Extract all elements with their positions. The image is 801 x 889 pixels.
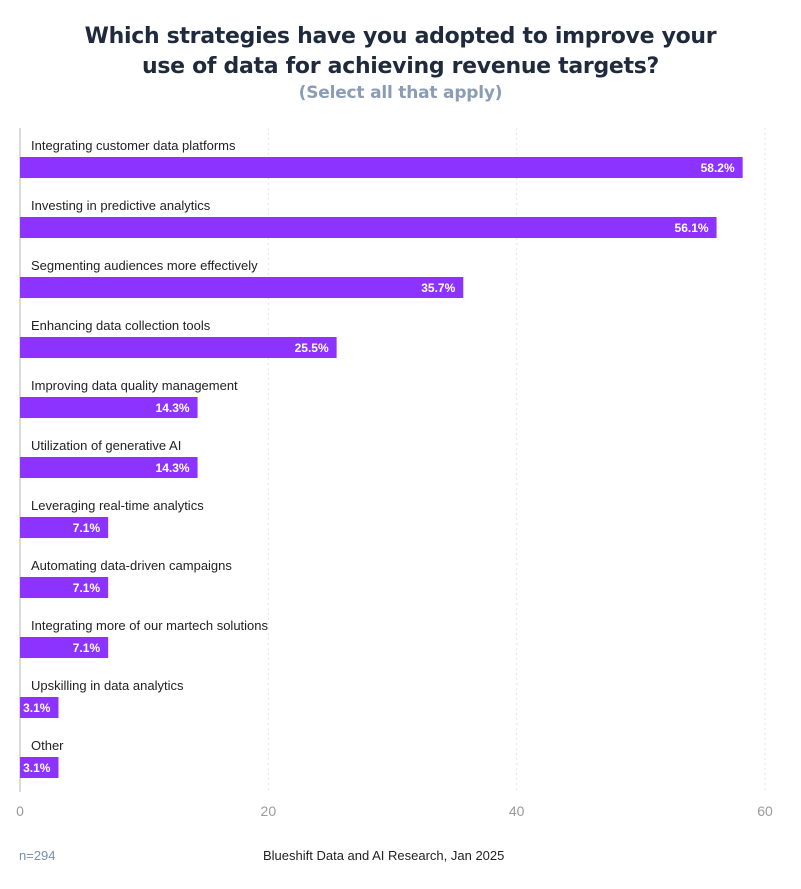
bar-row: Leveraging real-time analytics 7.1% (20, 498, 204, 538)
bar (20, 577, 109, 598)
category-label: Segmenting audiences more effectively (31, 258, 258, 273)
data-label: 7.1% (73, 521, 101, 535)
data-label: 3.1% (23, 761, 51, 775)
bar (20, 397, 198, 418)
source-note: Blueshift Data and AI Research, Jan 2025 (263, 848, 505, 863)
bar-row: Utilization of generative AI 14.3% (20, 438, 198, 478)
bars: Integrating customer data platforms 58.2%… (20, 138, 743, 778)
bar (20, 157, 743, 178)
x-tick-label: 20 (261, 803, 277, 819)
bar (20, 217, 717, 238)
category-label: Investing in predictive analytics (31, 198, 211, 213)
x-tick-label: 40 (509, 803, 525, 819)
bar (20, 337, 337, 358)
bar-row: Integrating customer data platforms 58.2% (20, 138, 743, 178)
category-label: Enhancing data collection tools (31, 318, 211, 333)
x-tick-label: 60 (757, 803, 773, 819)
x-axis-ticks: 0 20 40 60 (16, 803, 773, 819)
data-label: 3.1% (23, 701, 51, 715)
category-label: Integrating more of our martech solution… (31, 618, 269, 633)
category-label: Upskilling in data analytics (31, 678, 184, 693)
bar-row: Segmenting audiences more effectively 35.… (20, 258, 464, 298)
bar (20, 457, 198, 478)
category-label: Utilization of generative AI (31, 438, 181, 453)
category-label: Integrating customer data platforms (31, 138, 236, 153)
bar-row: Integrating more of our martech solution… (20, 618, 269, 658)
bar-row: Automating data-driven campaigns 7.1% (20, 558, 232, 598)
data-label: 56.1% (675, 221, 709, 235)
data-label: 35.7% (421, 281, 455, 295)
bar (20, 517, 109, 538)
data-label: 7.1% (73, 641, 101, 655)
bar (20, 277, 464, 298)
data-label: 14.3% (156, 401, 190, 415)
data-label: 7.1% (73, 581, 101, 595)
chart-title-line-2: use of data for achieving revenue target… (141, 54, 660, 79)
chart-subtitle: (Select all that apply) (298, 83, 503, 103)
data-label: 14.3% (156, 461, 190, 475)
bar (20, 637, 109, 658)
bar (20, 697, 59, 718)
x-tick-label: 0 (16, 803, 24, 819)
bar-row: Upskilling in data analytics 3.1% (20, 678, 184, 718)
category-label: Leveraging real-time analytics (31, 498, 204, 513)
sample-size: n=294 (19, 848, 56, 863)
chart-title: Which strategies have you adopted to imp… (0, 22, 801, 82)
bar-row: Other 3.1% (20, 738, 64, 778)
bar-row: Enhancing data collection tools 25.5% (20, 318, 337, 358)
bar-row: Improving data quality management 14.3% (20, 378, 238, 418)
bar (20, 757, 59, 778)
data-label: 25.5% (295, 341, 329, 355)
category-label: Automating data-driven campaigns (31, 558, 232, 573)
chart-title-line-1: Which strategies have you adopted to imp… (84, 24, 717, 49)
bar-row: Investing in predictive analytics 56.1% (20, 198, 717, 238)
category-label: Other (31, 738, 64, 753)
data-label: 58.2% (701, 161, 735, 175)
category-label: Improving data quality management (31, 378, 238, 393)
